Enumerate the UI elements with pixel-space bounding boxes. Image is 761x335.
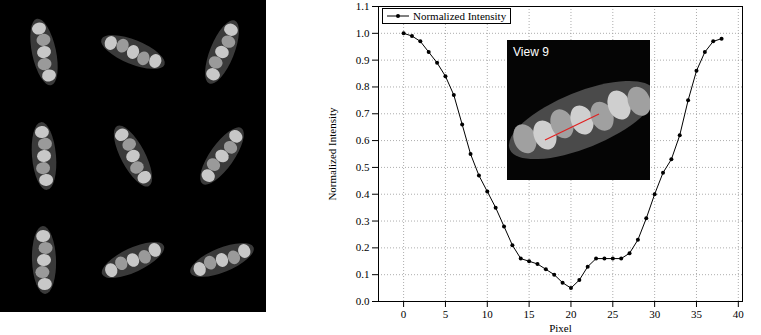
svg-text:5: 5 <box>443 308 449 320</box>
svg-text:10: 10 <box>482 308 494 320</box>
html-text:Normalized Intensity: Normalized Intensity <box>413 10 507 22</box>
svg-text:0: 0 <box>401 308 407 320</box>
svg-text:0.4: 0.4 <box>356 188 370 200</box>
svg-text:15: 15 <box>524 308 536 320</box>
svg-text:20: 20 <box>565 308 577 320</box>
svg-text:0.2: 0.2 <box>356 241 370 253</box>
svg-text:0.1: 0.1 <box>356 268 370 280</box>
svg-text:0.5: 0.5 <box>356 161 370 173</box>
svg-text:0.7: 0.7 <box>356 107 370 119</box>
svg-text:1.1: 1.1 <box>356 0 370 12</box>
svg-text:View 9: View 9 <box>513 45 549 59</box>
svg-text:Pixel: Pixel <box>549 322 572 334</box>
svg-text:40: 40 <box>733 308 745 320</box>
svg-text:30: 30 <box>649 308 661 320</box>
svg-text:25: 25 <box>607 308 619 320</box>
svg-text:1.0: 1.0 <box>356 27 370 39</box>
svg-text:0.8: 0.8 <box>356 80 370 92</box>
svg-text:0.0: 0.0 <box>356 295 370 307</box>
svg-text:0.6: 0.6 <box>356 134 370 146</box>
svg-text:0.9: 0.9 <box>356 54 370 66</box>
svg-text:35: 35 <box>691 308 703 320</box>
svg-text:Normalized Intensity: Normalized Intensity <box>326 107 338 201</box>
svg-text:0.3: 0.3 <box>356 215 370 227</box>
